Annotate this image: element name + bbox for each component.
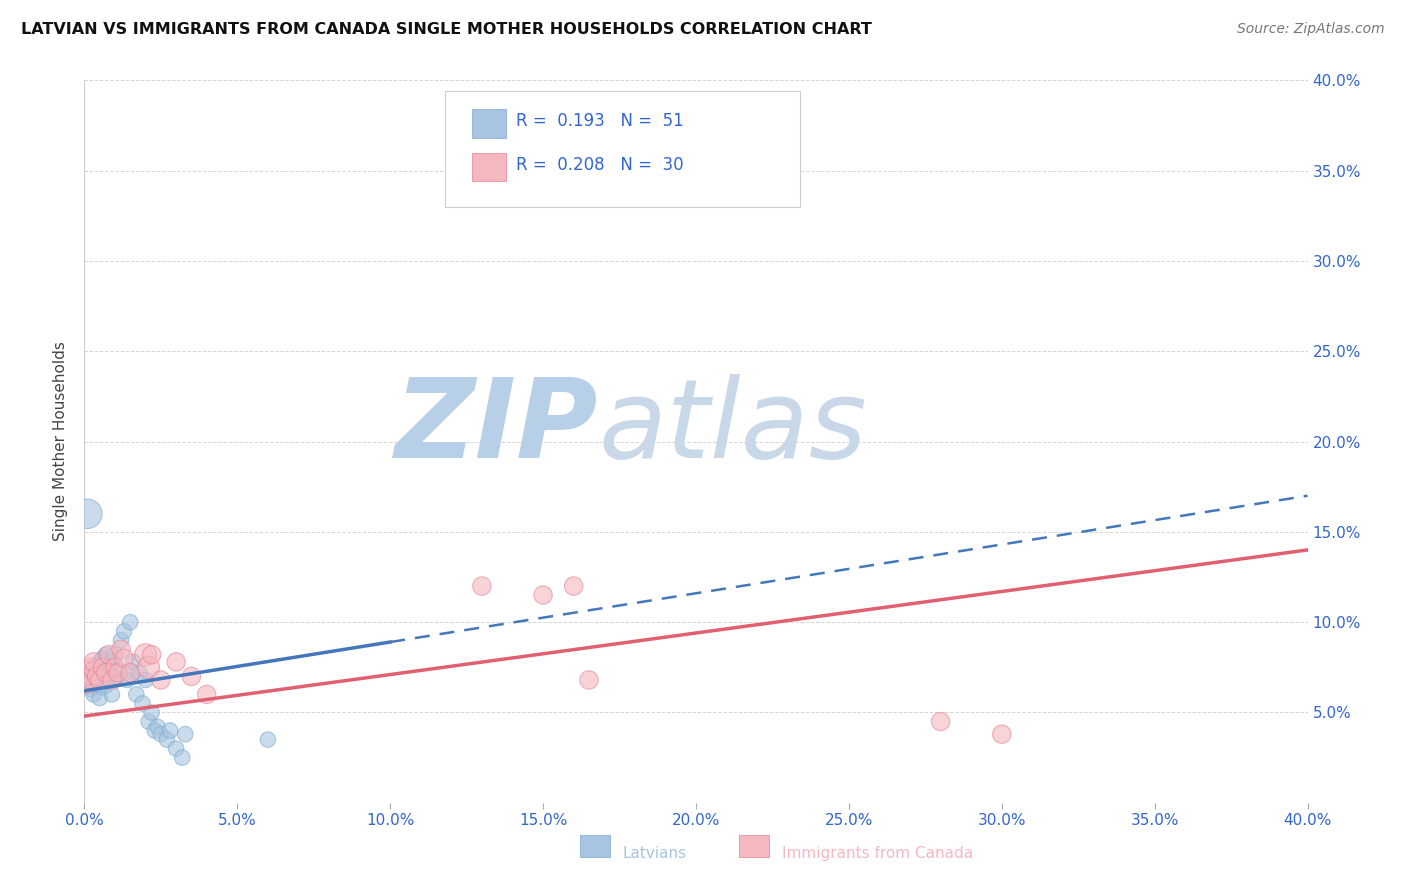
Point [156,732,179,747]
Point [86,658,108,673]
Text: Source: ZipAtlas.com: Source: ZipAtlas.com [1237,22,1385,37]
Point [122,655,145,669]
Point [97,674,120,689]
Point [110,633,132,648]
Point [86,673,108,687]
Point [107,664,129,678]
Point [79,681,101,696]
Point [149,673,172,687]
Point [79,673,101,687]
Point [991,727,1014,741]
Point [120,664,142,678]
Point [141,648,163,662]
Point [172,750,194,764]
Point [97,664,120,678]
Point [159,723,181,738]
FancyBboxPatch shape [579,835,610,857]
Point [174,727,197,741]
Point [135,648,157,662]
Point [76,673,98,687]
Point [101,655,124,669]
Point [135,673,157,687]
Point [104,673,127,687]
Point [86,665,108,680]
Point [104,648,127,662]
Point [143,723,166,738]
Point [83,667,105,681]
Point [89,655,111,669]
Point [76,665,98,680]
Point [94,665,117,680]
Point [138,714,160,729]
Text: LATVIAN VS IMMIGRANTS FROM CANADA SINGLE MOTHER HOUSEHOLDS CORRELATION CHART: LATVIAN VS IMMIGRANTS FROM CANADA SINGLE… [21,22,872,37]
Point [128,665,150,680]
FancyBboxPatch shape [446,91,800,207]
Point [76,678,98,692]
Point [471,579,494,593]
Point [94,678,117,692]
Point [83,664,105,678]
Point [146,720,169,734]
Point [120,665,142,680]
Point [120,615,142,630]
Text: R =  0.193   N =  51: R = 0.193 N = 51 [516,112,683,130]
Text: Immigrants from Canada: Immigrants from Canada [782,847,973,861]
Point [112,651,135,665]
Point [531,588,554,602]
Point [79,669,101,683]
Point [107,665,129,680]
FancyBboxPatch shape [472,153,506,181]
Point [89,673,111,687]
Point [165,655,187,669]
Point [131,697,153,711]
Point [91,660,114,674]
Point [138,660,160,674]
Point [141,706,163,720]
Point [76,507,98,521]
Point [76,673,98,687]
Point [104,660,127,674]
Point [97,648,120,662]
Point [89,691,111,706]
Point [83,655,105,669]
Text: ZIP: ZIP [395,374,598,481]
Point [180,669,202,683]
FancyBboxPatch shape [738,835,769,857]
FancyBboxPatch shape [472,109,506,138]
Point [83,678,105,692]
Text: R =  0.208   N =  30: R = 0.208 N = 30 [516,156,683,174]
Y-axis label: Single Mother Households: Single Mother Households [53,342,69,541]
Point [195,687,218,701]
Text: Latvians: Latvians [623,847,686,861]
Point [101,673,124,687]
Point [89,662,111,676]
Point [112,624,135,639]
Point [165,741,187,756]
Point [115,673,138,687]
Point [149,727,172,741]
Point [257,732,280,747]
Point [562,579,585,593]
Point [110,642,132,657]
Point [97,660,120,674]
Point [578,673,600,687]
Point [79,660,101,674]
Point [86,669,108,683]
Point [76,665,98,680]
Point [125,687,148,701]
Point [91,651,114,665]
Point [929,714,952,729]
Point [83,687,105,701]
Point [79,664,101,678]
Point [94,648,117,662]
Point [101,687,124,701]
Point [83,660,105,674]
Point [79,673,101,687]
Point [91,680,114,694]
Text: atlas: atlas [598,374,866,481]
